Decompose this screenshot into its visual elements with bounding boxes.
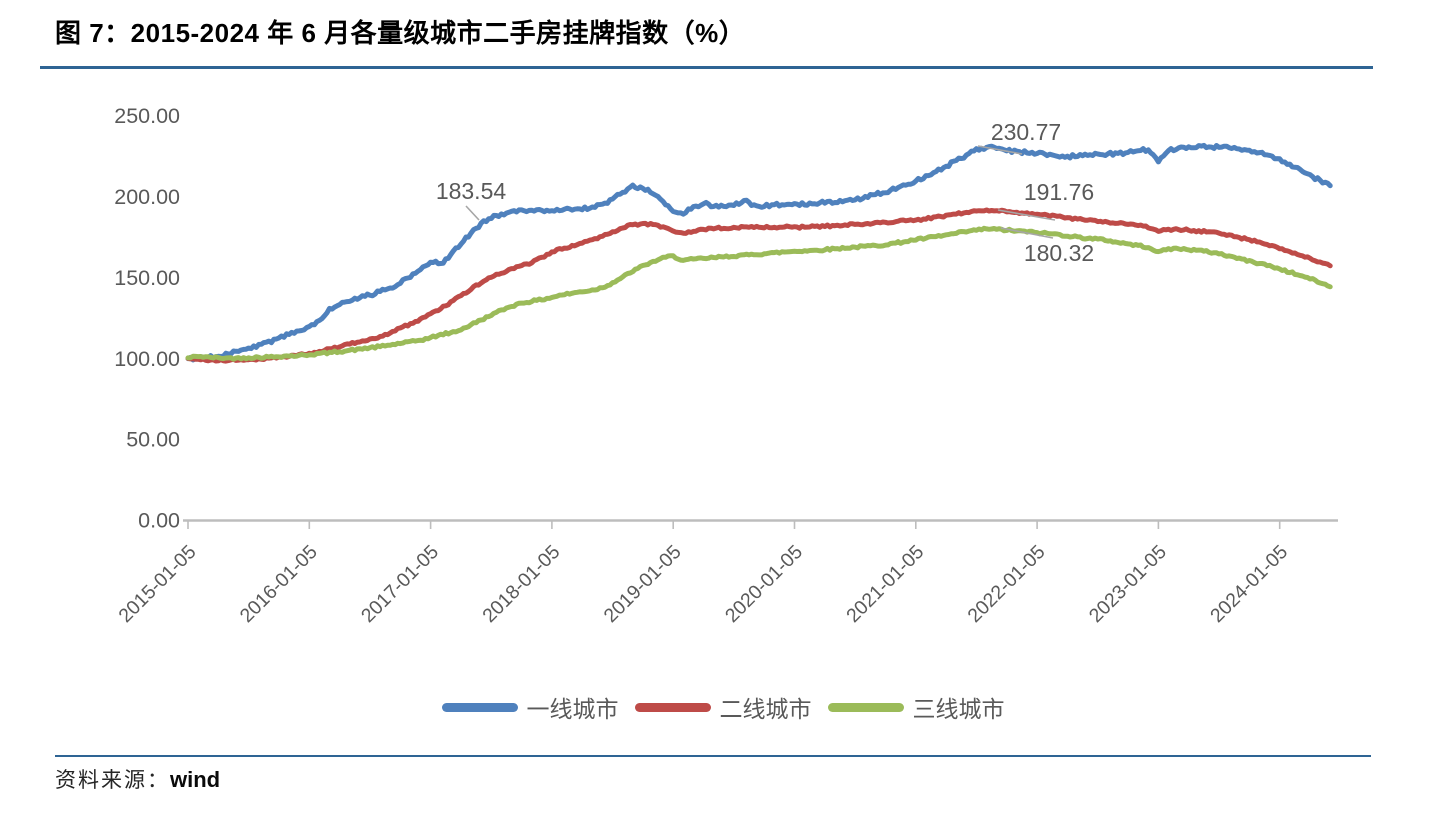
y-axis-label: 50.00 [126,428,180,452]
page-title: 图 7：2015-2024 年 6 月各量级城市二手房挂牌指数（%） [55,18,746,48]
source-row: 资料来源：wind [55,764,220,794]
legend-item-third-tier: 三线城市 [827,690,1005,724]
annotation-leader [997,209,1056,221]
chart-legend: 一线城市 二线城市 三线城市 [0,690,1446,724]
series-line-1 [185,207,1333,364]
legend-label: 一线城市 [526,696,619,722]
y-axis-label: 200.00 [114,185,180,209]
source-value: wind [170,767,221,792]
x-axis-label: 2024-01-05 [1206,541,1292,627]
footer-rule [55,755,1371,757]
x-axis-label: 2017-01-05 [357,541,443,627]
x-axis-label: 2015-01-05 [114,541,200,627]
y-axis-label: 250.00 [114,104,180,128]
legend-label: 二线城市 [719,696,812,722]
x-axis-label: 2018-01-05 [478,541,564,627]
legend-item-first-tier: 一线城市 [441,690,619,724]
x-axis-label: 2016-01-05 [236,541,322,627]
annotation-leader [1000,227,1054,239]
second-tier-line-swatch [634,702,711,712]
x-axis-label: 2021-01-05 [842,541,928,627]
annotation-leader [465,205,480,221]
legend-item-second-tier: 二线城市 [634,690,812,724]
first-tier-line-swatch [441,702,518,712]
source-label: 资料来源： [55,768,170,792]
title-underline [40,66,1373,69]
x-axis-label: 2019-01-05 [600,541,686,627]
data-label: 191.76 [1024,179,1094,205]
series-line-0 [185,142,1333,363]
y-axis-label: 100.00 [114,347,180,371]
x-axis-label: 2020-01-05 [721,541,807,627]
y-axis-label: 0.00 [138,509,180,533]
third-tier-line-swatch [827,702,904,712]
data-label: 180.32 [1024,240,1094,266]
x-axis-label: 2023-01-05 [1085,541,1171,627]
series-line-2 [185,225,1333,362]
data-label: 183.54 [436,178,507,204]
data-label: 230.77 [991,119,1061,145]
x-axis-label: 2022-01-05 [964,541,1050,627]
y-axis-label: 150.00 [114,266,180,290]
annotation-leader [977,145,1023,155]
legend-label: 三线城市 [912,696,1005,722]
